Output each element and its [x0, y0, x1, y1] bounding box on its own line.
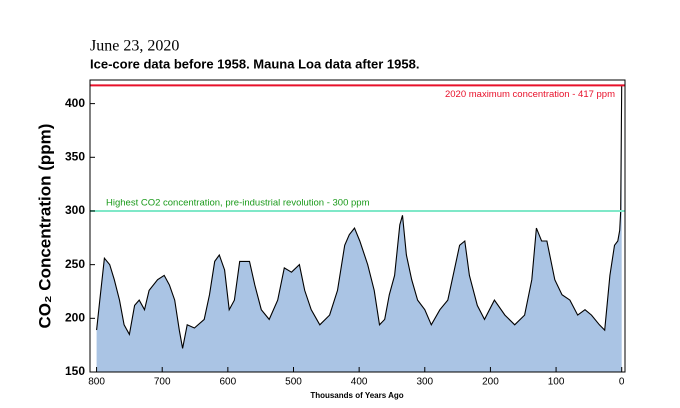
area: [96, 85, 622, 373]
x-tick-label: 800: [88, 377, 105, 388]
y-tick-label: 400: [65, 96, 85, 110]
x-tick-label: 300: [416, 377, 433, 388]
y-axis-label: CO₂ Concentration (ppm): [35, 124, 54, 329]
x-axis-label: Thousands of Years Ago: [310, 391, 403, 400]
y-tick-label: 350: [65, 149, 85, 163]
y-tick-label: 300: [65, 203, 85, 217]
y-tick-label: 250: [65, 257, 85, 271]
y-tick-label: 150: [65, 364, 85, 378]
x-tick-label: 0: [619, 377, 625, 388]
x-tick-label: 500: [285, 377, 302, 388]
chart-title: Ice-core data before 1958. Mauna Loa dat…: [90, 56, 419, 71]
reference-label: 2020 maximum concentration - 417 ppm: [445, 89, 615, 100]
x-tick-label: 600: [220, 377, 237, 388]
x-tick-label: 100: [548, 377, 565, 388]
reference-label: Highest CO2 concentration, pre-industria…: [106, 197, 370, 208]
x-tick-label: 400: [351, 377, 368, 388]
plot-frame: [89, 79, 626, 373]
x-tick-label: 200: [482, 377, 499, 388]
x-tick-label: 700: [154, 377, 171, 388]
y-tick-label: 200: [65, 310, 85, 324]
chart-date: June 23, 2020: [90, 38, 179, 55]
line: [96, 85, 623, 349]
